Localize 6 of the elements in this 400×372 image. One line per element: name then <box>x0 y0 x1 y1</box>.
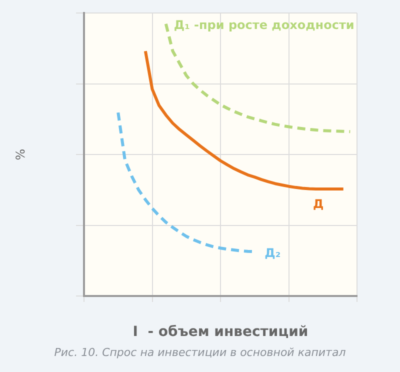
series-label: Д <box>313 197 324 212</box>
y-axis-title: % <box>13 148 28 160</box>
series-label: Д₁ -при росте доходности <box>174 18 354 32</box>
text: Рис. 10. Спрос на инвестиции в основной капитал <box>53 346 347 359</box>
series-label: Д₂ <box>264 246 281 260</box>
x-axis-title: I - объем инвестиций <box>132 324 308 340</box>
